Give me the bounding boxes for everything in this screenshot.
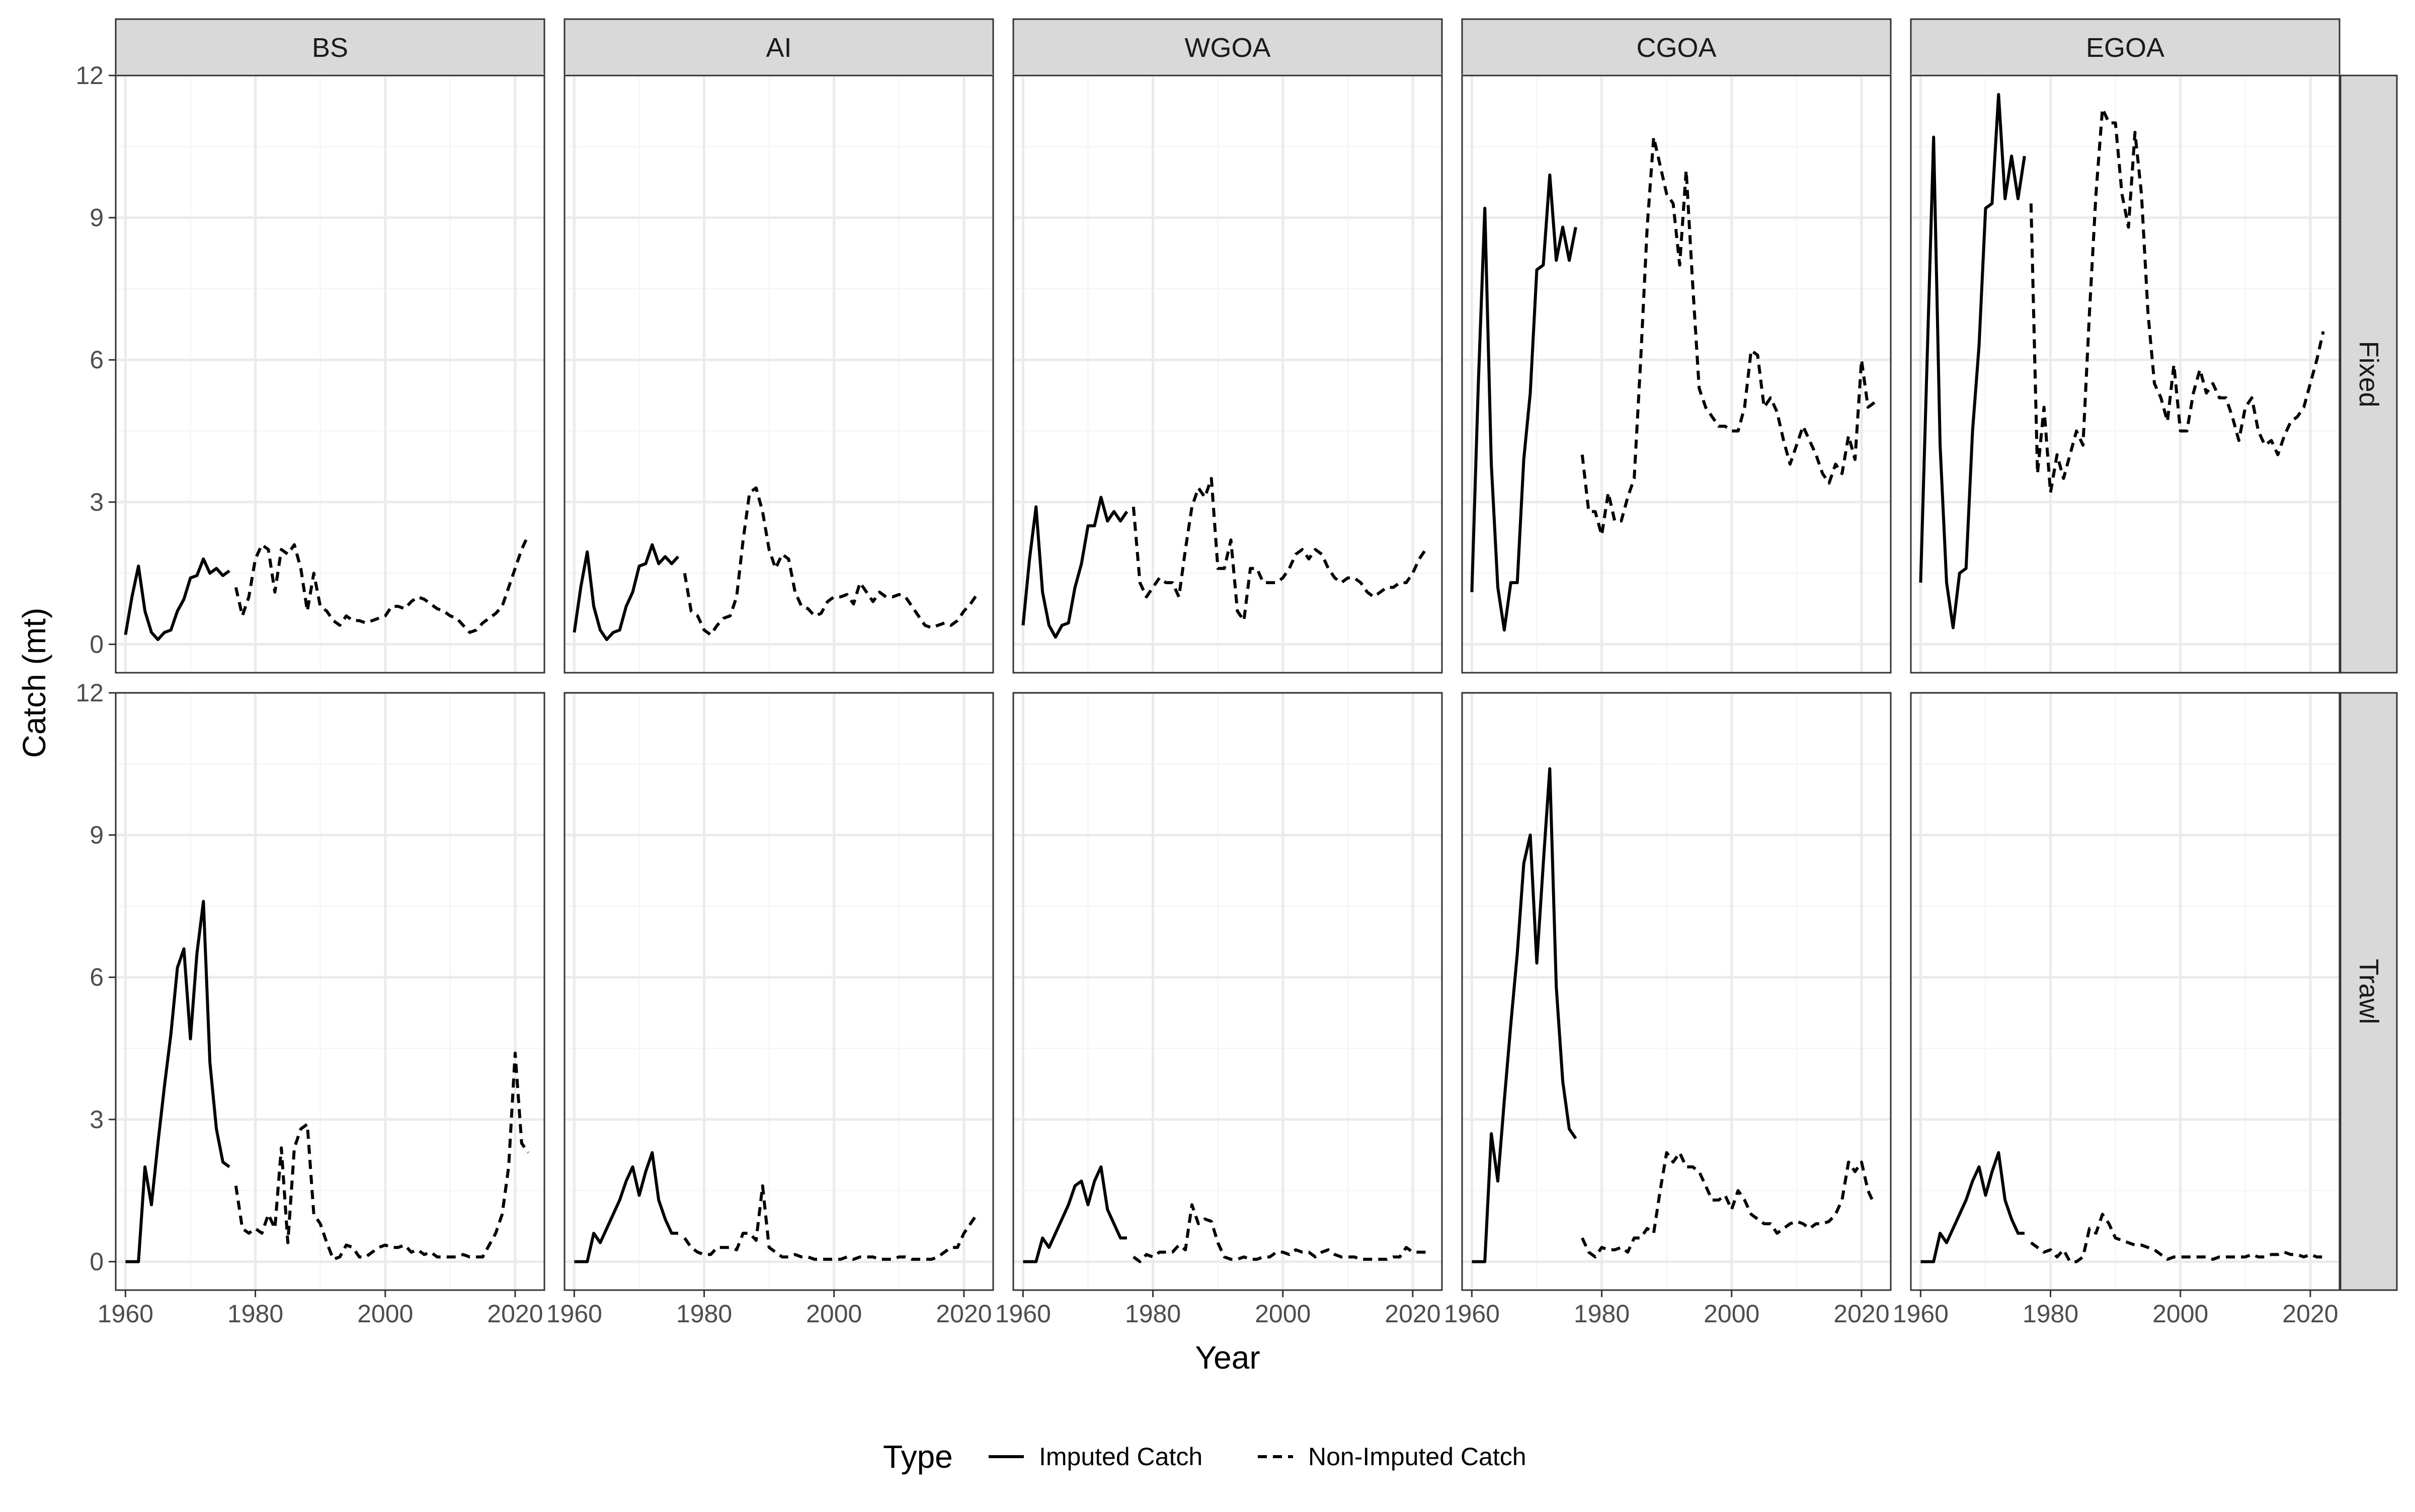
panel-background-trawl-wgoa [1013, 693, 1442, 1290]
strip-label-trawl: Trawl [2354, 959, 2384, 1024]
x-tick-label: 2020 [936, 1300, 992, 1328]
panel-border-fixed-ai [564, 74, 994, 674]
x-tick-label: 2000 [2152, 1300, 2208, 1328]
series-line-imputed-fixed-egoa [1919, 93, 2026, 629]
series-line-non-imputed-fixed-wgoa [1132, 476, 1427, 622]
y-tick-label: 0 [90, 1247, 104, 1276]
y-tick-label: 3 [90, 488, 104, 516]
panel-trawl-wgoa [1012, 691, 1443, 1291]
panel-fixed-cgoa [1461, 74, 1892, 674]
panel-background-fixed-ai [565, 75, 993, 673]
x-tick-label: 1960 [995, 1300, 1051, 1328]
x-tick-label: 2020 [2282, 1300, 2338, 1328]
series-line-imputed-fixed-cgoa [1470, 173, 1577, 632]
panel-border-trawl-cgoa [1461, 692, 1892, 1291]
series-line-non-imputed-fixed-bs [234, 534, 530, 634]
series-line-non-imputed-fixed-ai [683, 486, 979, 636]
panel-border-fixed-egoa [1910, 74, 2341, 674]
panel-trawl-bs [115, 691, 545, 1291]
x-tick-label: 2020 [1385, 1300, 1440, 1328]
x-tick-label: 2000 [357, 1300, 413, 1328]
panel-fixed-wgoa [1012, 74, 1443, 674]
series-line-imputed-trawl-ai [574, 1151, 678, 1263]
x-tick-label: 2000 [806, 1300, 862, 1328]
panel-border-trawl-ai [564, 692, 994, 1291]
y-tick-label: 6 [90, 963, 104, 991]
x-axis-title: Year [1195, 1339, 1260, 1376]
strip-trawl [2340, 692, 2398, 1291]
x-tick-label: 2000 [1255, 1300, 1311, 1328]
series-line-non-imputed-trawl-bs [234, 1052, 530, 1261]
x-tick-label: 2020 [1833, 1300, 1889, 1328]
x-tick-label: 1960 [546, 1300, 602, 1328]
series-line-non-imputed-fixed-cgoa [1580, 135, 1876, 537]
strip-label-ai: AI [766, 33, 791, 63]
panel-border-trawl-wgoa [1012, 692, 1443, 1291]
panels-layer: BS AI WGOA CGOA EGOA Fixed Trawl [115, 18, 2398, 1291]
y-tick-label: 9 [90, 204, 104, 232]
legend-title: Type [883, 1439, 953, 1475]
x-tick-label: 1960 [1893, 1300, 1949, 1328]
series-line-imputed-trawl-egoa [1920, 1151, 2025, 1263]
strip-bs [115, 18, 545, 76]
legend: Type Imputed Catch Non-Imputed Catch [883, 1439, 1526, 1475]
strip-label-bs: BS [312, 33, 348, 63]
strip-label-fixed: Fixed [2354, 341, 2384, 407]
panel-fixed-bs [115, 74, 545, 674]
strip-label-wgoa: WGOA [1185, 33, 1271, 63]
series-line-imputed-fixed-ai [573, 543, 680, 642]
y-tick-label: 12 [75, 61, 104, 90]
y-axis-title: Catch (mt) [16, 608, 52, 758]
x-tick-label: 1980 [676, 1300, 732, 1328]
axes-layer: 1960 1980 2000 2020 1960 1980 2000 2020 1960 1980… [75, 61, 2338, 1328]
panel-fixed-ai [564, 74, 994, 674]
panel-background-trawl-cgoa [1462, 693, 1891, 1290]
series-line-non-imputed-trawl-ai [683, 1184, 979, 1261]
x-tick-label: 1960 [98, 1300, 153, 1328]
legend-label-imputed: Imputed Catch [1039, 1443, 1202, 1471]
series-line-imputed-fixed-bs [124, 557, 230, 642]
x-tick-label: 2000 [1704, 1300, 1759, 1328]
panel-trawl-ai [564, 691, 994, 1291]
series-line-imputed-trawl-cgoa [1472, 767, 1577, 1263]
strip-label-cgoa: CGOA [1636, 33, 1716, 63]
strip-label-egoa: EGOA [2086, 33, 2164, 63]
panel-background-trawl-ai [565, 693, 993, 1290]
series-line-non-imputed-trawl-egoa [2030, 1213, 2323, 1263]
y-tick-label: 0 [90, 630, 104, 658]
y-tick-label: 12 [75, 679, 104, 707]
panel-trawl-cgoa [1461, 691, 1892, 1291]
y-tick-label: 6 [90, 346, 104, 374]
panel-border-trawl-egoa [1910, 692, 2341, 1291]
x-tick-label: 1980 [2023, 1300, 2078, 1328]
strip-wgoa [1012, 18, 1443, 76]
panel-background-trawl-bs [116, 693, 544, 1290]
x-tick-label: 1980 [227, 1300, 283, 1328]
panel-border-fixed-cgoa [1461, 74, 1892, 674]
x-tick-label: 1960 [1444, 1300, 1500, 1328]
legend-label-non-imputed: Non-Imputed Catch [1308, 1443, 1526, 1471]
strip-fixed [2340, 74, 2398, 674]
series-line-imputed-trawl-wgoa [1023, 1165, 1127, 1263]
panel-fixed-egoa [1910, 74, 2341, 674]
panel-background-trawl-egoa [1911, 693, 2340, 1290]
series-line-imputed-fixed-wgoa [1021, 496, 1129, 639]
panel-background-fixed-cgoa [1462, 75, 1891, 673]
series-line-imputed-trawl-bs [125, 900, 230, 1263]
panel-border-trawl-bs [115, 692, 545, 1291]
x-tick-label: 1980 [1574, 1300, 1630, 1328]
panel-border-fixed-bs [115, 74, 545, 674]
panel-background-fixed-egoa [1911, 75, 2340, 673]
panel-border-fixed-wgoa [1012, 74, 1443, 674]
panel-trawl-egoa [1910, 691, 2341, 1291]
x-tick-label: 2020 [487, 1300, 543, 1328]
strip-ai [564, 18, 994, 76]
y-tick-label: 9 [90, 821, 104, 849]
series-line-non-imputed-trawl-cgoa [1581, 1151, 1876, 1259]
y-tick-label: 3 [90, 1105, 104, 1134]
x-tick-label: 1980 [1125, 1300, 1181, 1328]
panel-background-fixed-bs [116, 75, 544, 673]
